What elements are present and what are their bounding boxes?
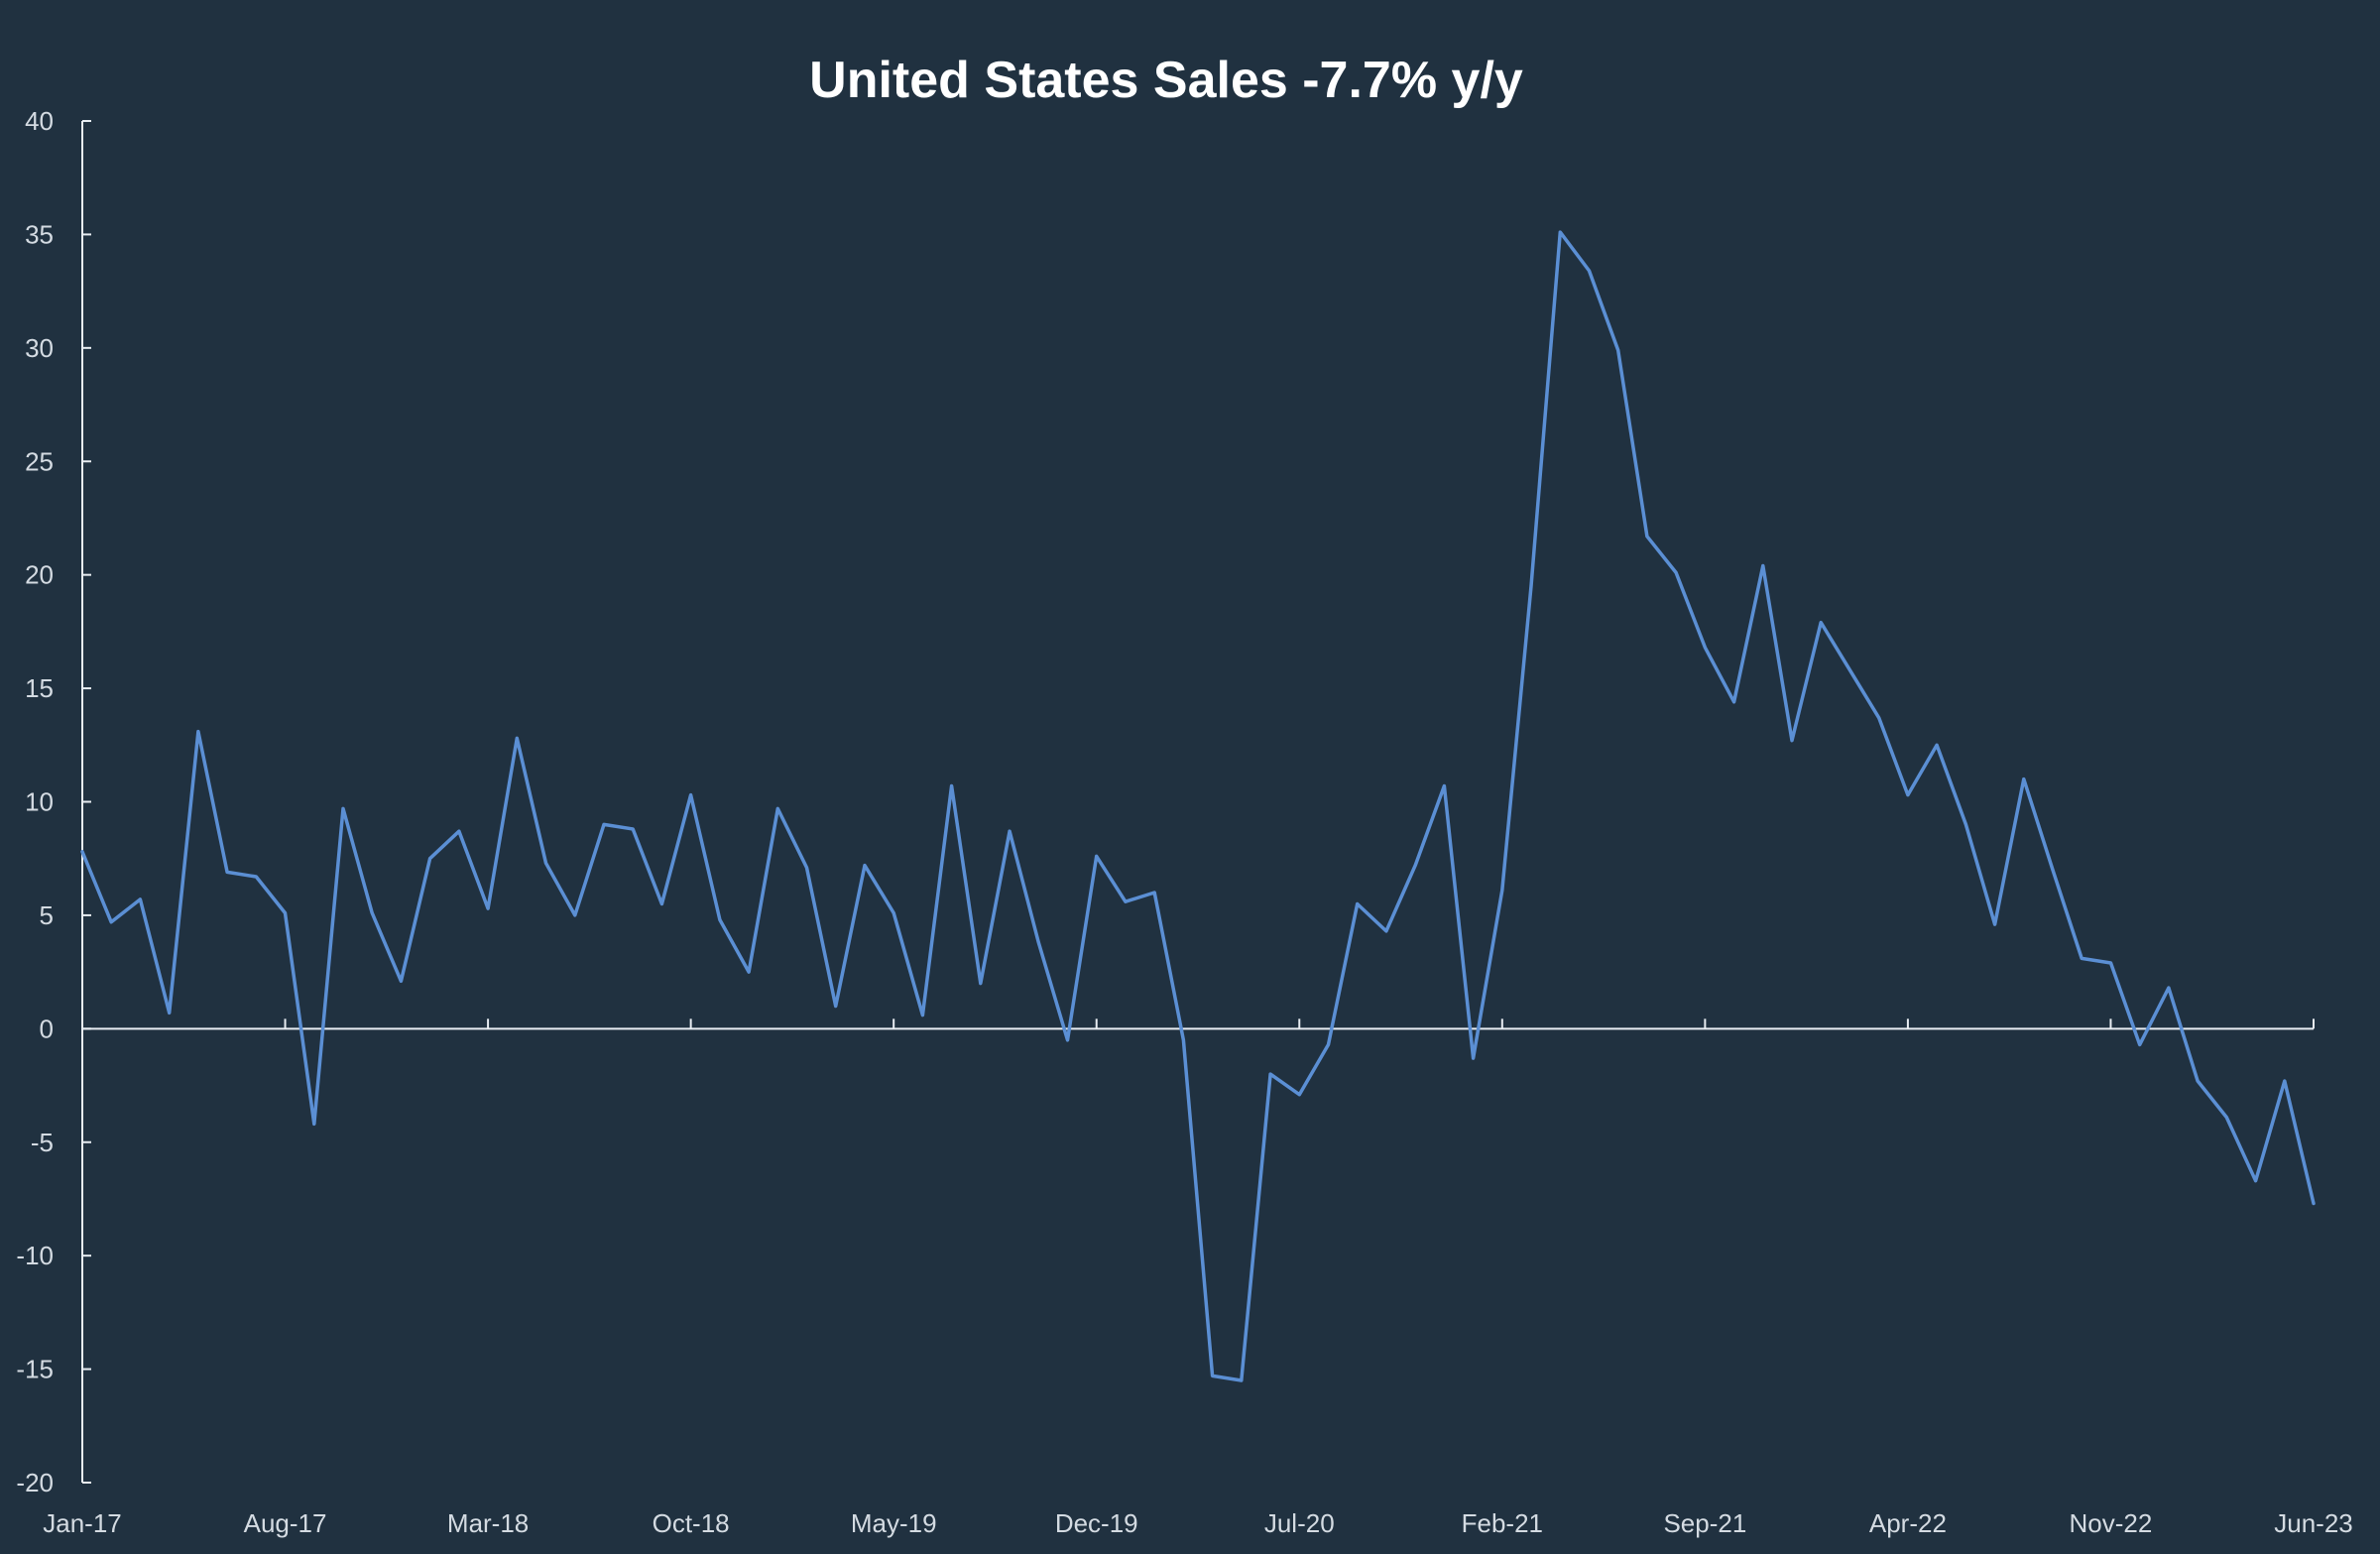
x-tick-label: Feb-21 [1462,1508,1543,1538]
series-group [80,230,2316,1382]
y-tick-label: 35 [25,219,54,249]
x-tick-label: Apr-22 [1869,1508,1947,1538]
y-tick-label: -10 [16,1241,54,1270]
x-tick-label: Jul-20 [1264,1508,1335,1538]
x-tick-label: Dec-19 [1055,1508,1138,1538]
x-tick-label: Sep-21 [1663,1508,1746,1538]
y-tick-label: 30 [25,333,54,363]
x-tick-label: Oct-18 [653,1508,730,1538]
chart-title: United States Sales -7.7% y/y [809,52,1523,109]
x-tick-label: Jan-17 [43,1508,122,1538]
x-tick-label: Aug-17 [244,1508,327,1538]
y-tick-label: 10 [25,787,54,817]
x-tick-label: Nov-22 [2070,1508,2153,1538]
y-tick-label: 40 [25,106,54,136]
x-tick-label: Mar-18 [447,1508,529,1538]
y-tick-label: 15 [25,673,54,703]
series-line [80,230,2316,1382]
y-tick-label: -5 [31,1128,54,1157]
y-tick-label: -15 [16,1355,54,1384]
y-axis: 40 35 30 25 20 15 10 5 0 -5 -10 -15 -20 [16,106,91,1497]
x-axis: Jan-17 Aug-17 Mar-18 Oct-18 May-19 Dec-19 Jul-… [43,1018,2353,1538]
y-tick-label: 0 [40,1014,54,1043]
y-tick-label: 5 [40,900,54,930]
x-tick-label: May-19 [851,1508,937,1538]
y-tick-label: 20 [25,560,54,590]
x-tick-label: Jun-23 [2274,1508,2353,1538]
y-tick-label: -20 [16,1468,54,1497]
y-tick-label: 25 [25,446,54,476]
